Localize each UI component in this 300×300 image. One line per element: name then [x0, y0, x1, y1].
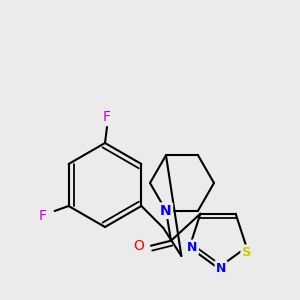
Text: N: N — [216, 262, 226, 275]
Text: N: N — [160, 204, 172, 218]
Text: F: F — [103, 110, 111, 124]
Text: S: S — [242, 246, 251, 259]
Text: N: N — [187, 241, 198, 254]
Text: F: F — [39, 209, 46, 223]
Text: O: O — [134, 239, 144, 253]
